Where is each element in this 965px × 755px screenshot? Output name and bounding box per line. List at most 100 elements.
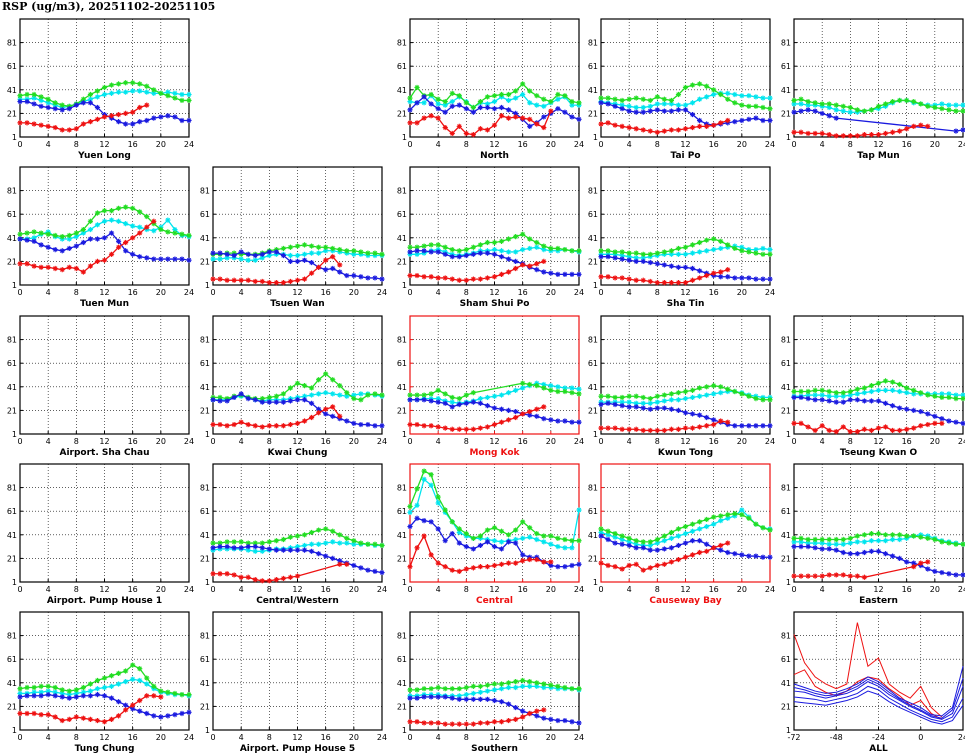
- data-point-marker: [316, 244, 322, 250]
- data-point-marker: [108, 82, 115, 88]
- data-point-marker: [17, 236, 23, 242]
- data-point-marker: [861, 532, 868, 538]
- data-point-marker: [273, 538, 279, 544]
- data-point-marker: [925, 411, 931, 417]
- data-point-marker: [498, 699, 505, 705]
- data-point-marker: [753, 423, 759, 429]
- data-point-marker: [791, 388, 797, 395]
- y-tick-label: 1: [205, 726, 210, 735]
- data-point-marker: [344, 535, 350, 541]
- data-point-marker: [946, 418, 952, 424]
- data-point-marker: [66, 127, 72, 133]
- data-point-marker: [562, 109, 568, 115]
- data-point-marker: [746, 103, 752, 109]
- data-point-marker: [805, 392, 811, 398]
- data-point-marker: [130, 223, 136, 229]
- x-tick-label: 4: [820, 140, 825, 149]
- data-point-marker: [718, 384, 724, 390]
- data-point-marker: [491, 719, 498, 725]
- y-tick-label: 41: [781, 531, 791, 540]
- data-point-marker: [696, 81, 703, 87]
- data-point-marker: [435, 494, 441, 500]
- data-point-marker: [861, 574, 868, 580]
- y-tick-label: 41: [397, 679, 407, 688]
- data-point-marker: [633, 545, 639, 551]
- y-tick-label: 41: [7, 234, 17, 243]
- x-tick-label: 24: [765, 140, 775, 149]
- plot-frame: [409, 611, 580, 731]
- data-point-marker: [798, 544, 804, 550]
- data-point-marker: [421, 94, 427, 100]
- x-tick-label: 0: [210, 585, 215, 594]
- data-point-marker: [294, 547, 301, 553]
- data-point-marker: [449, 90, 455, 96]
- data-point-marker: [435, 396, 441, 402]
- y-tick-label: 21: [588, 109, 598, 118]
- y-tick-label: 81: [397, 632, 407, 641]
- data-point-marker: [449, 99, 455, 105]
- data-point-marker: [308, 392, 315, 398]
- data-point-marker: [80, 269, 86, 275]
- data-point-marker: [791, 535, 797, 541]
- data-point-marker: [80, 226, 86, 233]
- data-point-marker: [760, 397, 766, 403]
- data-point-marker: [266, 252, 272, 259]
- x-tick-label: 20: [546, 288, 556, 297]
- data-point-marker: [569, 248, 575, 254]
- data-point-marker: [711, 417, 717, 423]
- data-point-marker: [238, 574, 244, 580]
- data-point-marker: [259, 540, 265, 546]
- data-point-marker: [696, 249, 703, 255]
- x-tick-label: 12: [99, 288, 109, 297]
- data-point-marker: [812, 130, 818, 137]
- data-point-marker: [435, 424, 441, 430]
- data-point-marker: [619, 252, 625, 259]
- data-point-marker: [739, 275, 745, 281]
- data-point-marker: [101, 218, 108, 224]
- y-tick-label: 41: [588, 234, 598, 243]
- data-point-marker: [59, 234, 65, 240]
- x-tick-label: 0: [17, 288, 22, 297]
- data-point-marker: [619, 426, 625, 432]
- data-point-marker: [108, 673, 115, 679]
- data-point-marker: [323, 244, 329, 250]
- data-point-marker: [633, 393, 639, 399]
- data-point-marker: [456, 721, 462, 727]
- data-point-marker: [463, 247, 469, 253]
- x-tick-label: 0: [407, 733, 412, 742]
- data-point-marker: [428, 274, 434, 280]
- data-point-marker: [732, 119, 738, 125]
- data-point-marker: [407, 272, 413, 279]
- data-point-marker: [435, 500, 441, 506]
- data-point-marker: [323, 267, 329, 273]
- x-tick-label: 16: [128, 140, 138, 149]
- y-tick-label: 21: [200, 257, 210, 266]
- data-point-marker: [562, 385, 568, 391]
- y-tick-label: 21: [781, 109, 791, 118]
- data-point-marker: [477, 720, 484, 726]
- data-point-marker: [675, 526, 682, 532]
- data-point-marker: [840, 133, 846, 139]
- data-point-marker: [151, 87, 157, 93]
- data-point-marker: [38, 683, 44, 689]
- x-tick-label: 16: [902, 140, 912, 149]
- data-point-marker: [534, 267, 540, 273]
- data-point-marker: [760, 117, 766, 124]
- data-point-marker: [605, 562, 611, 569]
- x-tick-label: 8: [655, 288, 660, 297]
- data-point-marker: [115, 238, 122, 244]
- data-point-marker: [308, 385, 315, 391]
- x-tick-label: 24: [184, 585, 194, 594]
- data-point-marker: [73, 265, 79, 272]
- data-point-marker: [711, 514, 717, 520]
- data-point-marker: [746, 93, 752, 99]
- y-tick-label: 41: [7, 383, 17, 392]
- x-tick-label: 16: [709, 437, 719, 446]
- data-point-marker: [861, 426, 868, 432]
- data-point-marker: [137, 88, 143, 94]
- data-point-marker: [805, 102, 811, 108]
- data-point-marker: [87, 100, 94, 106]
- data-point-marker: [911, 560, 917, 566]
- data-point-marker: [555, 96, 561, 102]
